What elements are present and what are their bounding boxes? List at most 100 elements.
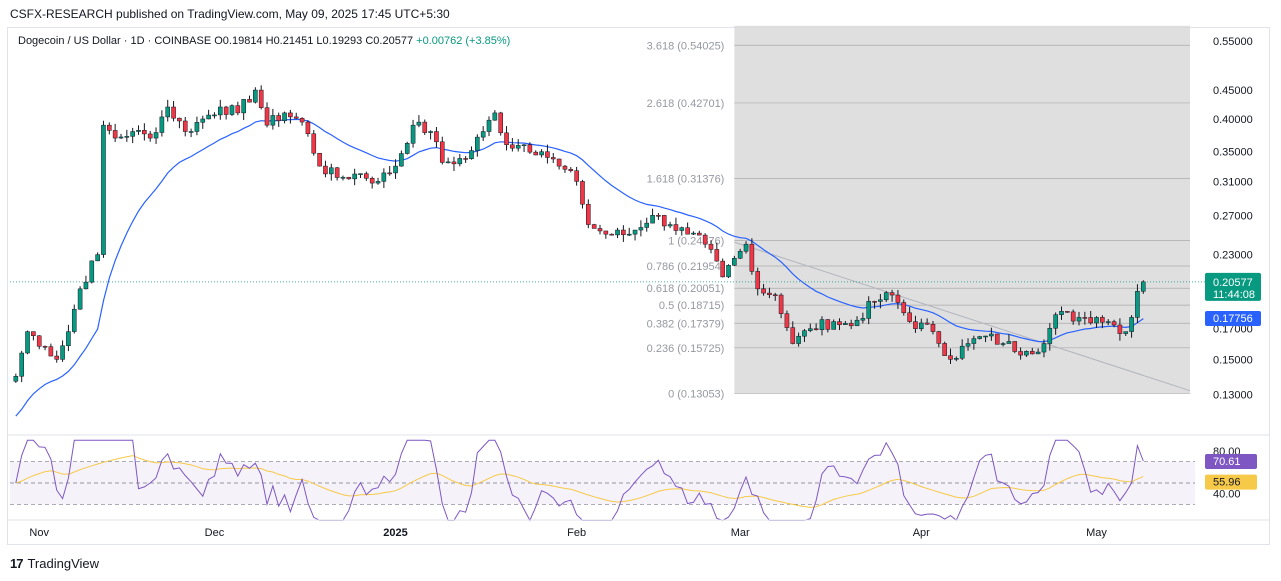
trend-line [734,241,1191,392]
price-tick-label: 0.17000 [1213,324,1253,336]
candle-body [118,136,124,139]
candle-body [644,222,650,228]
candle-body [1140,281,1146,292]
candle-body [918,322,924,329]
candle-body [457,158,463,165]
candle-body [1129,317,1134,332]
time-tick-label: May [1086,527,1107,539]
candle-body [48,346,54,357]
candle-body [726,265,731,278]
candle-body [147,133,153,139]
candle-body [107,124,112,131]
candle-body [282,112,287,122]
rsi-line [15,439,1144,522]
candle-body [159,116,165,133]
candle-body [19,352,24,377]
candle-body [393,165,398,174]
fib-level-label: 2.618 (0.42701) [647,98,725,110]
candle-body [854,319,860,327]
candle-body [188,131,194,133]
candle-body [451,161,457,165]
candle-body [165,106,171,118]
time-tick-label: Feb [567,527,586,539]
candle-body [276,115,282,122]
candle-body [930,323,936,332]
candle-body [954,357,959,360]
candle-body [936,331,942,344]
price-tick-label: 0.55000 [1213,36,1253,48]
legend-change: +0.00762 (+3.85%) [416,35,511,47]
legend-high: H0.21451 [265,35,314,47]
candle-body [153,132,159,139]
legend-low: L0.19293 [316,35,363,47]
price-tick-label: 0.45000 [1213,85,1253,97]
candle-body [434,131,439,143]
candle-body [778,294,784,314]
price-tick-label: 0.13000 [1213,389,1253,401]
candle-body [142,130,147,135]
candle-body [527,144,533,153]
candle-body [1105,321,1111,323]
candle-body [340,176,346,179]
candle-body [311,133,317,154]
candle-body [545,151,550,158]
candle-body [206,114,211,120]
candle-body [498,112,503,134]
candle-body [54,355,60,360]
candle-body [305,121,311,135]
candle-body [404,143,410,154]
candle-body [428,131,433,133]
candle-body [843,323,848,325]
candle-body [264,107,270,126]
candle-body [609,233,614,236]
candle-body [71,308,77,332]
time-tick-label: Mar [731,527,750,539]
time-tick-label: Nov [29,527,49,539]
candle-body [1065,311,1070,313]
candle-body [1111,321,1117,326]
candle-body [1012,341,1018,352]
ema-layer [10,118,1205,417]
candle-body [83,281,89,290]
candle-body [691,232,696,235]
price-badge-text: 0.20577 [1213,277,1253,289]
tradingview-footer[interactable]: 17 TradingView [10,556,99,571]
candle-body [837,321,842,325]
candle-body [1041,343,1047,353]
candle-body [1018,351,1023,356]
countdown-text: 11:44:08 [1213,289,1255,301]
candle-body [615,229,620,236]
candle-body [621,229,626,236]
candle-body [959,345,965,359]
candle-body [878,299,883,302]
price-tick-label: 0.23000 [1213,250,1253,262]
candle-body [632,229,638,235]
candle-body [112,130,118,139]
time-tick-label: 2025 [383,527,407,539]
candle-body [848,323,854,327]
candle-body [258,89,264,108]
fib-retracement-box [734,25,1190,394]
candle-body [580,181,585,205]
rsi-badge-text: 70.61 [1213,456,1241,468]
candle-body [288,112,293,118]
candle-body [603,230,609,235]
candle-body [732,258,737,266]
candle-body [708,243,714,250]
candle-body [253,89,258,103]
price-axis-layer: 0.55000 0.45000 0.40000 0.35000 0.31000 0.270… [1213,36,1253,402]
candle-body [895,294,901,303]
chart-frame [7,27,1270,545]
candle-body [270,115,276,126]
legend-symbol: Dogecoin / US Dollar · 1D · COINBASE [18,35,212,47]
ema-badge-text: 0.17756 [1213,313,1253,325]
candle-body [965,343,971,347]
candle-body [586,203,591,225]
candle-body [299,118,305,123]
time-axis-layer: Nov Dec 2025 Feb Mar Apr May [8,519,1270,539]
rsi-ma-line [15,455,1144,508]
candle-body [784,313,790,328]
candle-body [562,165,568,170]
